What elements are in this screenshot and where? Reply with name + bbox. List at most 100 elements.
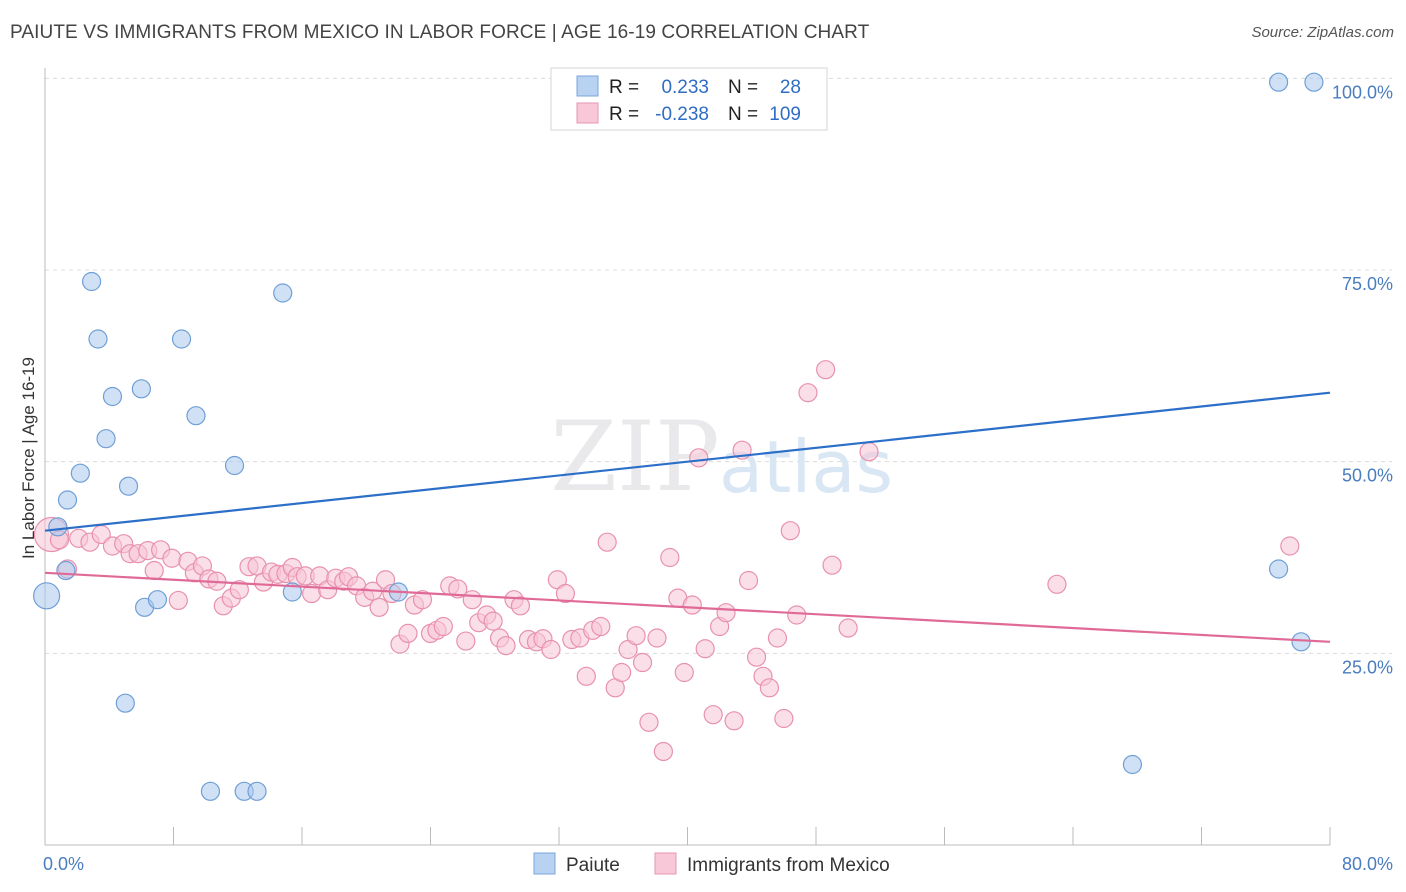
paiute-point-19 — [247, 781, 267, 801]
paiute-point-21 — [282, 582, 302, 602]
mexico-point-81 — [653, 741, 674, 762]
mexico-point-79 — [639, 712, 659, 732]
mexico-point-97 — [767, 628, 788, 648]
paiute-point-23 — [1122, 754, 1143, 775]
paiute-point-3 — [57, 490, 78, 510]
mexico-point-98 — [774, 708, 794, 729]
series-paiute — [33, 72, 1324, 801]
mexico-point-61 — [510, 596, 531, 616]
mexico-point-105 — [859, 442, 879, 462]
mexico-point-65 — [541, 639, 561, 660]
stats-n-value-paiute: 28 — [780, 77, 801, 98]
paiute-point-13 — [115, 693, 135, 713]
paiute-trend-line — [44, 391, 1331, 532]
mexico-point-50 — [433, 616, 453, 637]
mexico-point-45 — [398, 623, 418, 644]
mexico-point-90 — [716, 603, 736, 623]
mexico-point-103 — [822, 555, 842, 575]
mexico-point-75 — [612, 662, 632, 683]
mexico-point-91 — [724, 711, 744, 731]
stats-legend: R = 0.233 N = 28 R = -0.238 N = 109 — [550, 67, 828, 131]
mexico-point-70 — [576, 666, 596, 686]
stats-n-label-paiute: N = — [728, 77, 758, 98]
stats-legend-swatch-paiute — [576, 75, 599, 97]
grid-lines — [45, 77, 1392, 654]
stats-r-value-mexico: -0.238 — [655, 104, 709, 125]
paiute-point-4 — [70, 463, 90, 483]
stats-n-label-mexico: N = — [728, 104, 758, 125]
mexico-point-13 — [162, 548, 182, 568]
mexico-point-100 — [787, 605, 807, 625]
paiute-point-12 — [147, 590, 168, 610]
series-immigrants-from-mexico — [33, 360, 1300, 762]
mexico-point-47 — [412, 590, 433, 610]
paiute-point-5 — [81, 271, 102, 292]
mexico-point-72 — [591, 616, 611, 637]
stats-legend-swatch-mexico — [576, 102, 599, 124]
mexico-trend-line — [44, 571, 1331, 643]
paiute-point-0 — [33, 582, 61, 610]
mexico-point-22 — [229, 580, 249, 600]
series-legend-swatch-mexico — [654, 852, 677, 875]
paiute-point-15 — [186, 406, 206, 426]
mexico-point-107 — [1280, 536, 1300, 556]
mexico-point-82 — [660, 547, 680, 568]
x-tick-label-1: 80.0% — [1342, 854, 1393, 874]
paiute-point-8 — [96, 429, 116, 449]
mexico-point-41 — [369, 597, 389, 617]
mexico-point-106 — [1047, 574, 1067, 594]
y-axis-label: In Labor Force | Age 16-19 — [19, 357, 38, 559]
mexico-point-104 — [838, 618, 858, 638]
series-legend-label-mexico: Immigrants from Mexico — [687, 855, 890, 876]
paiute-point-24 — [1268, 559, 1289, 579]
series-legend-swatch-paiute — [533, 852, 556, 875]
mexico-point-73 — [597, 532, 617, 552]
watermark-atlas: atlas — [719, 425, 893, 509]
paiute-point-20 — [273, 283, 293, 303]
mexico-point-102 — [816, 360, 836, 380]
paiute-point-7 — [102, 386, 123, 407]
mexico-point-53 — [456, 631, 476, 651]
series-legend-label-paiute: Paiute — [566, 855, 620, 876]
stats-r-label-mexico: R = — [609, 104, 639, 125]
mexico-point-101 — [798, 383, 818, 403]
mexico-point-86 — [689, 448, 709, 468]
paiute-point-16 — [200, 781, 221, 801]
stats-r-value-paiute: 0.233 — [661, 77, 709, 98]
paiute-point-27 — [1304, 72, 1324, 92]
mexico-point-93 — [738, 570, 759, 591]
y-tick-label-50: 50.0% — [1342, 466, 1393, 486]
stats-n-value-mexico: 109 — [769, 104, 801, 125]
paiute-point-1 — [48, 517, 68, 537]
paiute-point-2 — [56, 560, 76, 581]
mexico-point-67 — [555, 583, 576, 604]
mexico-point-11 — [144, 560, 164, 581]
mexico-point-54 — [462, 590, 482, 610]
series-legend: Paiute Immigrants from Mexico — [533, 852, 890, 876]
mexico-point-94 — [746, 647, 767, 667]
mexico-point-57 — [483, 611, 503, 631]
mexico-point-85 — [682, 595, 702, 615]
mexico-point-99 — [780, 521, 800, 541]
mexico-point-77 — [626, 626, 646, 646]
mexico-point-59 — [496, 636, 516, 656]
mexico-point-84 — [674, 662, 694, 683]
paiute-point-14 — [171, 329, 192, 349]
paiute-point-9 — [118, 476, 139, 496]
mexico-point-80 — [647, 628, 667, 648]
mexico-point-96 — [759, 678, 780, 698]
chart-title: PAIUTE VS IMMIGRANTS FROM MEXICO IN LABO… — [10, 22, 870, 43]
y-tick-label-75: 75.0% — [1342, 274, 1393, 294]
paiute-point-25 — [1291, 632, 1311, 652]
paiute-point-10 — [131, 379, 151, 399]
tick-labels: 25.0% 50.0% 75.0% 100.0% 0.0% 80.0% — [43, 82, 1393, 874]
stats-r-label-paiute: R = — [609, 77, 639, 98]
mexico-point-14 — [168, 590, 188, 611]
y-tick-label-100: 100.0% — [1332, 82, 1393, 102]
paiute-point-26 — [1268, 72, 1289, 92]
mexico-point-78 — [632, 652, 653, 673]
mexico-point-87 — [695, 639, 715, 659]
x-tick-label-0: 0.0% — [43, 854, 84, 874]
y-tick-label-25: 25.0% — [1342, 657, 1393, 677]
